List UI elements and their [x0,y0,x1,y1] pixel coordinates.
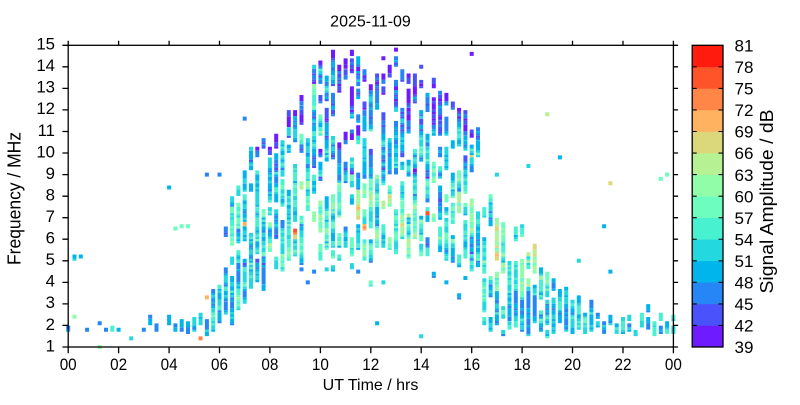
svg-text:6: 6 [46,229,55,248]
svg-text:22: 22 [615,355,632,374]
svg-text:66: 66 [735,144,754,163]
svg-text:00: 00 [665,355,682,374]
svg-text:18: 18 [514,355,531,374]
svg-text:12: 12 [362,355,379,374]
svg-text:5: 5 [46,250,55,269]
svg-text:10: 10 [312,355,329,374]
svg-text:54: 54 [735,230,754,249]
svg-text:13: 13 [36,78,55,97]
svg-text:10: 10 [36,142,55,161]
svg-text:Frequency / MHz: Frequency / MHz [4,132,24,265]
svg-text:45: 45 [735,295,754,314]
svg-text:51: 51 [735,252,754,271]
svg-text:06: 06 [211,355,228,374]
svg-text:14: 14 [413,355,430,374]
svg-text:12: 12 [36,99,55,118]
svg-text:20: 20 [564,355,581,374]
svg-text:15: 15 [36,35,55,54]
svg-text:75: 75 [735,80,754,99]
svg-text:16: 16 [463,355,480,374]
svg-text:78: 78 [735,58,754,77]
svg-text:60: 60 [735,187,754,206]
svg-text:63: 63 [735,166,754,185]
svg-text:1: 1 [46,336,55,355]
svg-text:69: 69 [735,123,754,142]
svg-text:2025-11-09: 2025-11-09 [330,14,411,31]
svg-text:00: 00 [60,355,77,374]
svg-text:7: 7 [46,207,55,226]
svg-text:Signal Amplitude / dB: Signal Amplitude / dB [756,110,777,294]
svg-text:02: 02 [110,355,127,374]
svg-text:3: 3 [46,293,55,312]
svg-text:11: 11 [38,121,55,140]
svg-text:9: 9 [46,164,55,183]
svg-text:42: 42 [735,317,754,336]
svg-text:UT Time / hrs: UT Time / hrs [323,377,419,394]
svg-text:48: 48 [735,274,754,293]
svg-text:04: 04 [161,355,178,374]
svg-text:14: 14 [36,56,55,75]
svg-text:81: 81 [735,37,754,56]
svg-text:8: 8 [46,186,55,205]
svg-text:2: 2 [46,315,55,334]
svg-text:4: 4 [46,272,55,291]
svg-text:72: 72 [735,101,754,120]
svg-text:57: 57 [735,209,754,228]
svg-text:08: 08 [261,355,278,374]
svg-text:39: 39 [735,338,754,357]
